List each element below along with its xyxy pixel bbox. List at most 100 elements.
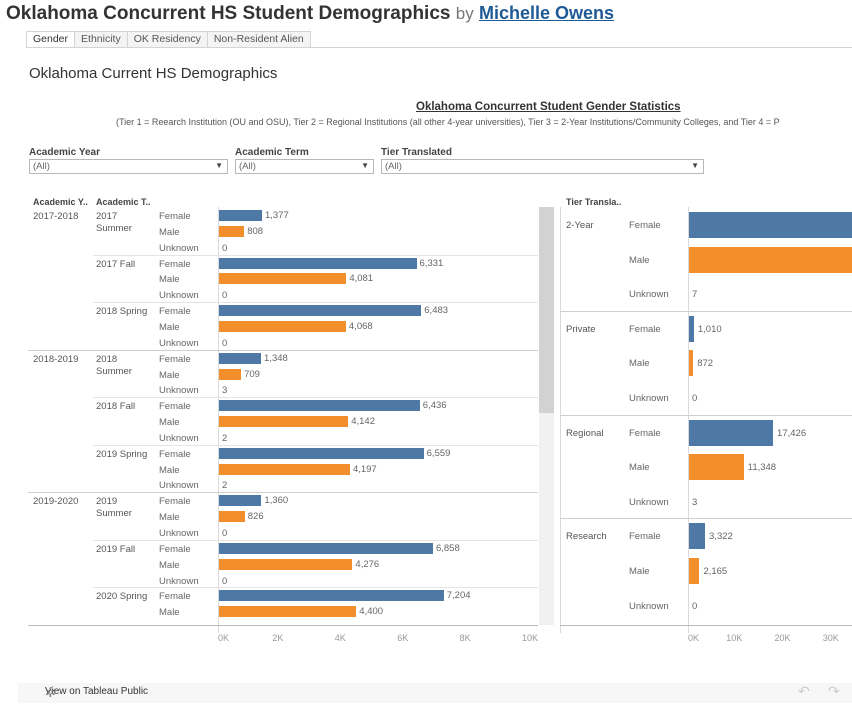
author-link[interactable]: Michelle Owens (479, 3, 615, 23)
viz-by: by (455, 4, 474, 23)
bar-male[interactable] (219, 606, 357, 618)
term-label: 2019 Spring (96, 448, 148, 460)
data-label: 6,559 (426, 447, 451, 459)
bar-female[interactable] (219, 257, 417, 269)
bar-female[interactable] (219, 542, 433, 554)
tab-non-resident-alien[interactable]: Non-Resident Alien (206, 31, 311, 47)
term-label: Summer (96, 365, 132, 377)
panel-divider (560, 207, 561, 633)
axis-bottom (560, 625, 852, 626)
data-label: 3 (692, 496, 698, 508)
axis-line (688, 207, 689, 633)
axis-line (218, 207, 219, 633)
redo-icon[interactable]: ↷ (828, 683, 840, 699)
group-divider (93, 444, 538, 446)
gender-label: Male (159, 321, 180, 333)
bar-female[interactable] (219, 590, 444, 602)
gender-label: Male (629, 566, 650, 577)
bar-male[interactable] (219, 225, 245, 237)
bar-male[interactable] (219, 463, 350, 475)
axis-tick-label: 6K (397, 633, 409, 643)
bar-female[interactable] (219, 352, 262, 364)
bar-male[interactable] (689, 246, 852, 273)
year-label: 2017-2018 (33, 211, 79, 222)
bar-male[interactable] (689, 350, 694, 377)
data-label: 11,348 (747, 462, 777, 474)
axis-tick-label: 2K (272, 633, 284, 643)
gender-label: Male (159, 417, 180, 429)
tier-label: Research (566, 531, 607, 543)
gender-label: Unknown (159, 528, 199, 539)
group-divider (93, 302, 538, 304)
group-divider (28, 492, 538, 494)
tab-ethnicity[interactable]: Ethnicity (74, 31, 128, 47)
bar-male[interactable] (219, 511, 245, 523)
bar-male[interactable] (689, 454, 744, 481)
data-label: 2,165 (703, 566, 728, 577)
bar-female[interactable] (219, 400, 420, 412)
tab-gender[interactable]: Gender (26, 31, 76, 47)
filter-label-tier-translated: Tier Translated (381, 147, 452, 158)
bar-male[interactable] (219, 558, 353, 570)
data-label: 17,426 (777, 427, 807, 439)
bar-female[interactable] (689, 315, 694, 342)
filter-label-academic-term: Academic Term (235, 147, 309, 158)
view-on-tableau-link[interactable]: ✲ View on Tableau Public (45, 685, 148, 700)
chart-subtitle: (Tier 1 = Reearch Institution (OU and OS… (116, 117, 780, 127)
data-label: 6,858 (435, 542, 460, 554)
axis-tick-label: 8K (459, 633, 471, 643)
bar-female[interactable] (689, 212, 852, 238)
bar-male[interactable] (219, 416, 349, 428)
header-academic-year[interactable]: Academic Y.. (33, 197, 88, 207)
header-tier-translated[interactable]: Tier Transla.. (566, 197, 622, 207)
undo-icon[interactable]: ↶ (798, 683, 810, 699)
group-divider (93, 587, 538, 589)
gender-label: Female (629, 323, 661, 335)
data-label: 0 (692, 600, 698, 612)
data-label: 0 (222, 528, 228, 539)
gender-label: Unknown (629, 393, 669, 404)
bar-male[interactable] (219, 273, 347, 285)
group-divider (560, 414, 852, 416)
data-label: 0 (692, 393, 698, 404)
term-label: 2020 Spring (96, 591, 148, 603)
gender-label: Male (159, 369, 180, 381)
bar-male[interactable] (219, 368, 242, 380)
gender-label: Female (159, 258, 191, 270)
gender-label: Unknown (629, 289, 669, 301)
data-label: 1,377 (264, 210, 289, 221)
filter-academic-year[interactable]: (All) ▼ (29, 159, 228, 174)
data-label: 7 (692, 289, 698, 301)
bar-female[interactable] (219, 210, 262, 221)
data-label: 4,081 (349, 273, 374, 285)
filter-tier-translated[interactable]: (All) ▼ (381, 159, 704, 174)
bar-female[interactable] (689, 419, 774, 446)
bar-male[interactable] (689, 558, 700, 584)
header-academic-term[interactable]: Academic T.. (96, 197, 151, 207)
filter-value: (All) (385, 161, 402, 172)
term-label: 2019 (96, 496, 118, 508)
data-label: 2 (222, 432, 228, 444)
gender-label: Female (629, 531, 661, 543)
bar-female[interactable] (219, 305, 422, 317)
bar-female[interactable] (219, 495, 262, 507)
scrollbar-thumb[interactable] (539, 207, 554, 413)
year-label: 2018-2019 (33, 353, 79, 365)
gender-label: Unknown (159, 242, 199, 254)
axis-tick-label: 0K (688, 633, 700, 643)
data-label: 0 (222, 290, 228, 302)
tab-ok-residency[interactable]: OK Residency (126, 31, 208, 47)
term-label: Summer (96, 508, 132, 520)
gender-label: Unknown (159, 290, 199, 302)
axis-tick-label: 10K (522, 633, 539, 643)
group-divider (93, 254, 538, 256)
footer-bar: ✲ View on Tableau Public ↶ ↷ (18, 683, 852, 703)
bar-female[interactable] (219, 447, 424, 459)
gender-label: Male (159, 512, 180, 524)
gender-label: Female (159, 543, 191, 555)
filter-academic-term[interactable]: (All) ▼ (235, 159, 374, 174)
gender-label: Unknown (159, 432, 199, 444)
bar-female[interactable] (689, 523, 706, 550)
bar-male[interactable] (219, 320, 346, 332)
year-label: 2019-2020 (33, 496, 79, 508)
